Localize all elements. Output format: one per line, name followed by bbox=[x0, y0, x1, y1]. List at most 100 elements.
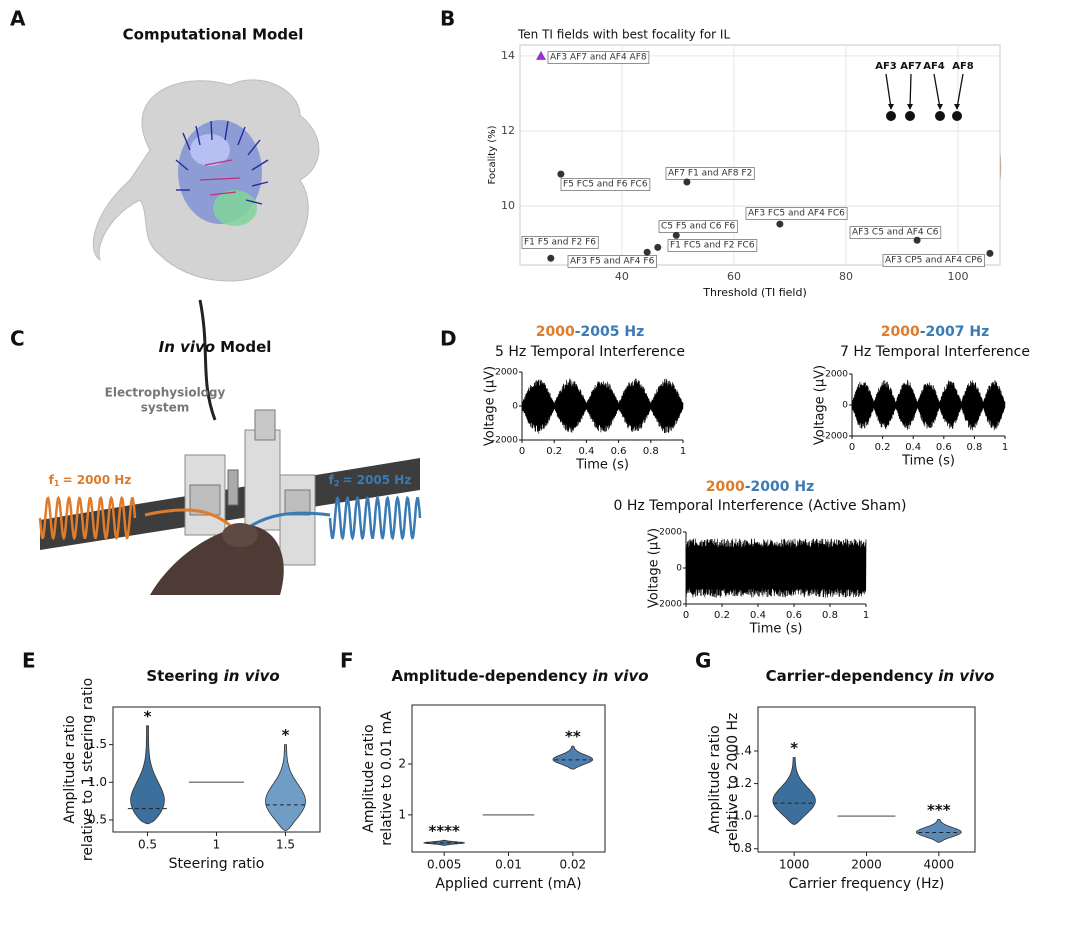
violin bbox=[423, 839, 466, 846]
violin bbox=[552, 745, 594, 770]
electrode-arrowhead bbox=[888, 104, 894, 110]
y-tick-label: 0.8 bbox=[733, 841, 752, 855]
title-main: Steering bbox=[146, 667, 218, 685]
x-tick-label: 0.8 bbox=[822, 610, 838, 621]
title-main: Amplitude-dependency bbox=[391, 667, 587, 685]
y-tick-label: 0 bbox=[676, 564, 682, 574]
title-italic: in vivo bbox=[224, 667, 280, 685]
electrode-label: AF4 bbox=[923, 61, 945, 72]
f1-symbol: f bbox=[49, 473, 55, 487]
ephys-label: system bbox=[141, 401, 190, 415]
electrode-arrow bbox=[909, 73, 912, 109]
violin bbox=[772, 757, 816, 825]
x-tick-label: 1 bbox=[213, 838, 221, 852]
freq-title: 2000-2007 Hz bbox=[881, 324, 990, 340]
point-label-box bbox=[521, 236, 599, 249]
f1: 2000 bbox=[536, 324, 575, 340]
point-label-box bbox=[665, 167, 755, 180]
f2-label: f2 = 2005 Hz bbox=[329, 473, 412, 488]
x-tick-label: 4000 bbox=[924, 858, 955, 872]
violin bbox=[916, 819, 962, 843]
panel-title-italic: In vivo bbox=[159, 338, 215, 356]
panel-title: Carrier-dependency in vivo bbox=[766, 667, 995, 685]
x-tick-label: 0.4 bbox=[578, 446, 594, 457]
waveform bbox=[521, 378, 684, 434]
point-label-box bbox=[560, 178, 651, 191]
y-tick-label: 1.5 bbox=[88, 737, 107, 751]
point bbox=[536, 50, 547, 60]
point-label: AF3 FC5 and AF4 FC6 bbox=[748, 209, 845, 219]
electrode bbox=[935, 111, 945, 121]
y-axis-label: Amplitude ratio bbox=[62, 715, 78, 823]
sep: - bbox=[745, 479, 751, 495]
y-axis-label: Voltage (μV) bbox=[483, 366, 498, 446]
x-axis-label: Steering ratio bbox=[169, 856, 265, 872]
y-tick-label: 2000 bbox=[495, 368, 518, 378]
point-label: C5 F5 and C6 F6 bbox=[661, 222, 735, 232]
panel-title-rest: Model bbox=[220, 338, 271, 356]
x-tick-label: 0 bbox=[683, 610, 689, 621]
panel-title: Amplitude-dependency in vivo bbox=[391, 667, 648, 685]
x-tick-label: 0.2 bbox=[546, 446, 562, 457]
significance: *** bbox=[927, 801, 951, 819]
electrode-arrowhead bbox=[937, 104, 943, 110]
y-tick-label: 2000 bbox=[659, 528, 682, 538]
y-tick-label: 1.2 bbox=[733, 776, 752, 790]
x-tick-label: 1 bbox=[863, 610, 869, 621]
subtitle: 0 Hz Temporal Interference (Active Sham) bbox=[614, 498, 907, 514]
point-label: AF3 C5 and AF4 C6 bbox=[852, 228, 939, 238]
electrode bbox=[952, 111, 962, 121]
y-axis-label: Voltage (μV) bbox=[813, 365, 828, 445]
point bbox=[557, 170, 565, 178]
y-axis-label: relative to 0.01 mA bbox=[379, 711, 395, 846]
significance: ** bbox=[565, 728, 581, 746]
electrode-arrow bbox=[885, 73, 892, 109]
panel-letter: C bbox=[10, 327, 25, 351]
x-axis-label: Applied current (mA) bbox=[435, 876, 581, 892]
y-axis-label: relative to 2000 Hz bbox=[725, 713, 741, 847]
model-illustration bbox=[92, 79, 320, 282]
y-tick-label: 0 bbox=[512, 402, 518, 412]
x-tick-label: 0 bbox=[519, 446, 525, 457]
x-tick-label: 0.2 bbox=[875, 442, 891, 453]
sep: - bbox=[575, 324, 581, 340]
x-tick-label: 0.2 bbox=[714, 610, 730, 621]
point-label: AF7 F1 and AF8 F2 bbox=[668, 169, 752, 179]
x-tick-label: 100 bbox=[947, 270, 968, 283]
point bbox=[776, 220, 784, 228]
x-tick-label: 60 bbox=[727, 270, 741, 283]
electrode-arrowhead bbox=[954, 104, 960, 110]
panel-title: Computational Model bbox=[123, 26, 304, 44]
panel-letter: F bbox=[340, 649, 354, 673]
point-label-box bbox=[658, 220, 738, 233]
panel-letter: A bbox=[10, 7, 26, 31]
point bbox=[643, 248, 651, 256]
x-axis-label: Threshold (TI field) bbox=[702, 286, 807, 299]
panel-letter: D bbox=[440, 327, 457, 351]
y-axis-label: Voltage (μV) bbox=[647, 528, 662, 608]
f1-label: f1 = 2000 Hz bbox=[49, 473, 132, 488]
x-tick-label: 80 bbox=[839, 270, 853, 283]
point-label: F5 FC5 and F6 FC6 bbox=[563, 180, 648, 190]
title-main: Carrier-dependency bbox=[766, 667, 934, 685]
electrode-label: AF3 bbox=[875, 61, 897, 72]
f2-text: = 2005 Hz bbox=[342, 473, 411, 487]
point-label-box bbox=[882, 254, 986, 267]
significance: * bbox=[790, 739, 798, 757]
significance: * bbox=[144, 707, 152, 725]
rig-illustration bbox=[40, 299, 420, 595]
point bbox=[683, 178, 691, 186]
point bbox=[913, 236, 921, 244]
y-tick-label: 1 bbox=[398, 807, 406, 821]
x-tick-label: 2000 bbox=[851, 858, 882, 872]
point-label-box bbox=[849, 226, 942, 239]
point-label: F1 F5 and F2 F6 bbox=[524, 238, 596, 248]
x-tick-label: 0.01 bbox=[495, 858, 522, 872]
point-label-box bbox=[667, 239, 758, 252]
y-tick-label: 1.4 bbox=[733, 743, 752, 757]
point-label: AF3 AF7 and AF4 AF8 bbox=[550, 53, 647, 63]
y-tick-label: 12 bbox=[501, 124, 515, 137]
f1: 2000 bbox=[881, 324, 920, 340]
electrode-arrow bbox=[933, 73, 941, 109]
f1: 2000 bbox=[706, 479, 745, 495]
